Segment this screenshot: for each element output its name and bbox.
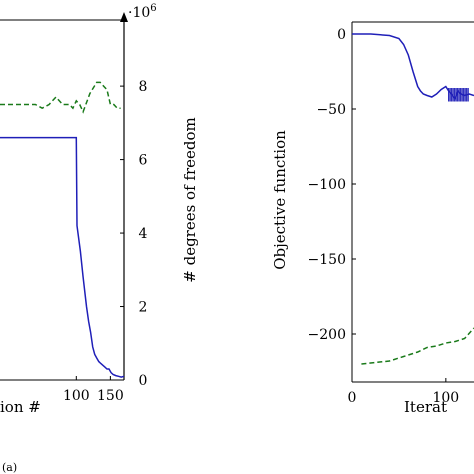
- y-tick-label: 6: [139, 153, 148, 169]
- y-tick-label: −150: [308, 252, 346, 268]
- y-tick-label: 0: [139, 373, 148, 389]
- y-tick-label: −100: [308, 177, 346, 193]
- y-exponent-label: ·106: [128, 3, 157, 21]
- solid-series-line: [0, 136, 124, 378]
- y-tick-label: −50: [316, 102, 346, 118]
- dashed-series-line: [361, 327, 474, 365]
- right-y-axis-arrow: [120, 12, 128, 22]
- x-axis-label: Iterat: [404, 398, 447, 416]
- figure-caption: (a): [2, 461, 17, 474]
- left-panel: 100 150 0 2 4 6 8 ·106 ion # # degrees of freedom: [0, 3, 199, 416]
- y-tick-label: 8: [139, 79, 148, 95]
- x-tick-label: 100: [432, 390, 459, 406]
- x-tick-label: 100: [63, 388, 90, 404]
- y-tick-label: 2: [139, 300, 148, 316]
- y-tick-label: 4: [139, 226, 148, 242]
- objective-series-line: [352, 33, 474, 100]
- y-tick-label: −200: [308, 327, 346, 343]
- y-tick-label: 0: [337, 27, 346, 43]
- x-tick-label: 150: [97, 388, 124, 404]
- y-axis-label: Objective function: [271, 130, 289, 270]
- y-axis-label: # degrees of freedom: [181, 117, 199, 283]
- dof-dashed-series-line: [0, 81, 121, 114]
- x-axis-label: ion #: [0, 398, 41, 416]
- x-tick-label: 0: [348, 390, 357, 406]
